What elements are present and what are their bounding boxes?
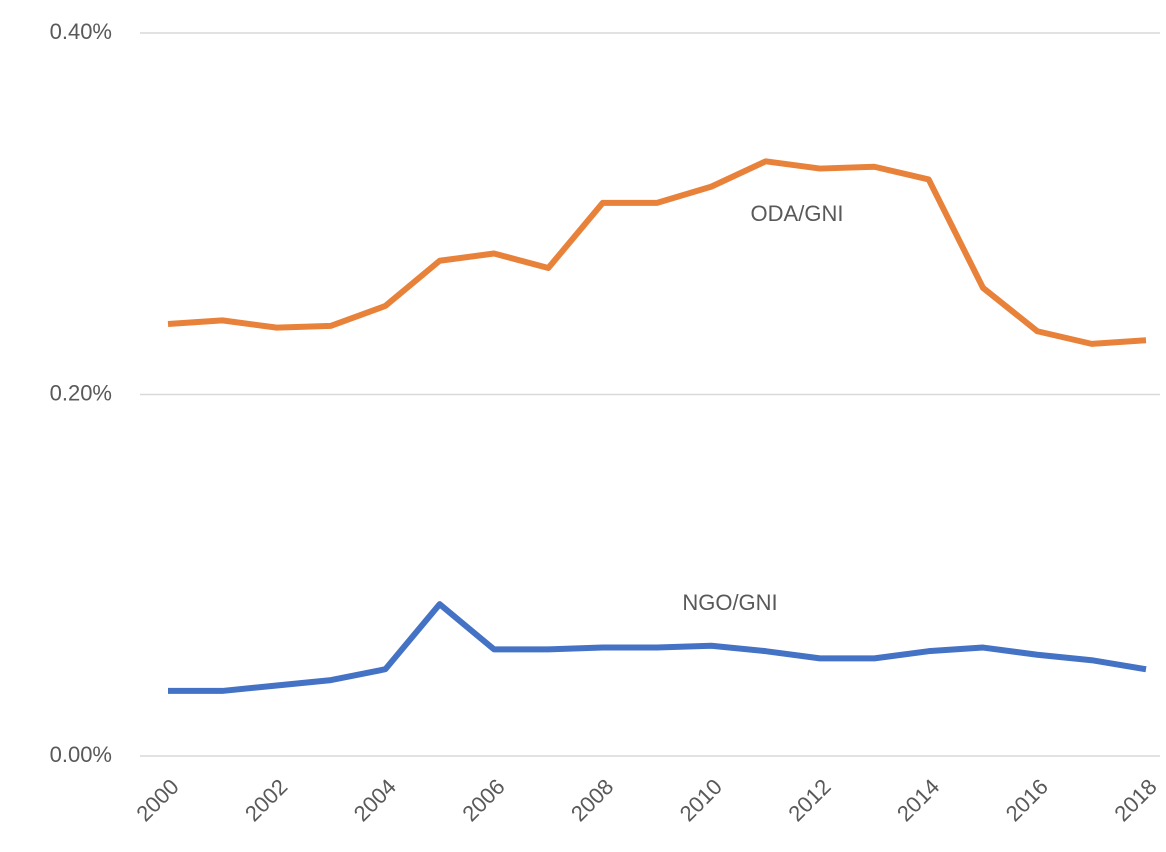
x-tick-label: 2006 [457,774,509,826]
series-line [168,601,1147,694]
series-label: NGO/GNI [682,590,777,615]
x-tick-label: 2012 [783,774,835,826]
y-tick-label: 0.40% [50,19,112,44]
x-tick-label: 2004 [349,774,401,826]
series-label: ODA/GNI [751,201,844,226]
x-tick-label: 2008 [566,774,618,826]
x-tick-label: 2016 [1001,774,1053,826]
x-tick-label: 2002 [240,774,292,826]
series-line [167,158,1147,347]
y-tick-label: 0.00% [50,742,112,767]
x-tick-label: 2014 [892,774,944,826]
x-tick-label: 2000 [131,774,183,826]
y-tick-label: 0.20% [50,380,112,405]
x-tick-label: 2018 [1109,774,1161,826]
x-tick-label: 2010 [675,774,727,826]
